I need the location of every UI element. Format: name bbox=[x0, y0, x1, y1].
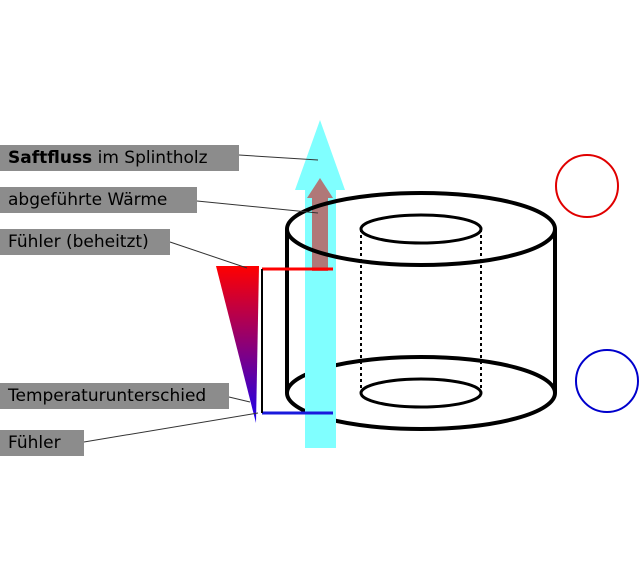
cold-indicator-circle bbox=[575, 349, 639, 413]
hot-indicator-circle bbox=[555, 154, 619, 218]
outer-cylinder bbox=[285, 229, 557, 431]
temperature-wedge bbox=[216, 266, 259, 423]
sap-flow-arrow bbox=[295, 120, 345, 448]
label-saftfluss-rest: im Splintholz bbox=[92, 148, 208, 168]
label-fuehler: Fühler bbox=[0, 430, 84, 456]
label-fuehler-beheizt: Fühler (beheitzt) bbox=[0, 229, 170, 255]
inner-core-top bbox=[359, 213, 483, 245]
label-saftfluss: Saftfluss im Splintholz bbox=[0, 145, 239, 171]
inner-core bbox=[359, 229, 483, 409]
label-temperaturunterschied: Temperaturunterschied bbox=[0, 383, 229, 409]
label-abgefuehrte-waerme: abgeführte Wärme bbox=[0, 187, 197, 213]
label-saftfluss-bold: Saftfluss bbox=[8, 148, 93, 168]
outer-cylinder-top bbox=[285, 191, 557, 267]
leader-lines bbox=[83, 154, 319, 443]
